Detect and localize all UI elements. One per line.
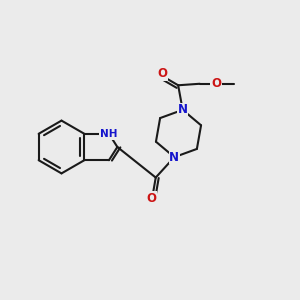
Text: O: O — [211, 77, 221, 90]
Text: O: O — [146, 192, 156, 205]
Text: NH: NH — [100, 129, 118, 139]
Text: N: N — [178, 103, 188, 116]
Text: N: N — [169, 151, 179, 164]
Text: O: O — [157, 67, 167, 80]
